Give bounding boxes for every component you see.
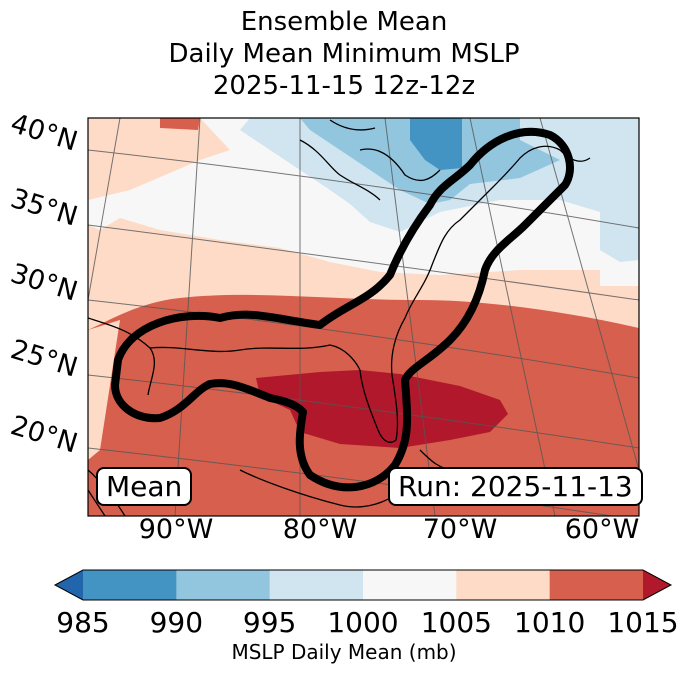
colorbar-label: MSLP Daily Mean (mb) — [231, 640, 457, 664]
graticule — [88, 118, 639, 516]
map-frame — [87, 117, 640, 517]
colorbar-extend-low — [55, 570, 83, 600]
colorbar-extend-high — [643, 570, 671, 600]
colorbar-tick-label: 1015 — [607, 606, 679, 639]
colorbar-tick-label: 990 — [149, 606, 204, 639]
colorbar-segment — [456, 570, 551, 600]
colorbar-segment — [269, 570, 364, 600]
colorbar-segment — [176, 570, 271, 600]
colorbar-segment — [549, 570, 644, 600]
field-985-990 — [410, 118, 462, 170]
title-line-2: Daily Mean Minimum MSLP — [168, 39, 520, 69]
lon-label-60w: 60°W — [564, 514, 640, 545]
colorbar-tick-label: 985 — [56, 606, 110, 639]
ensemble-contour — [111, 127, 574, 492]
colorbar-outline — [53, 569, 673, 601]
lon-label-90w: 90°W — [138, 514, 214, 545]
colorbar-tick-label: 1010 — [514, 606, 586, 639]
title-line-3: 2025-11-15 12z-12z — [212, 71, 476, 101]
lon-label-70w: 70°W — [422, 514, 498, 545]
mean-box: Mean — [96, 467, 193, 506]
run-date-box: Run: 2025-11-13 — [388, 467, 643, 506]
colorbar — [53, 569, 673, 601]
colorbar-tick-label: 1000 — [327, 606, 399, 639]
title-line-1: Ensemble Mean — [240, 7, 448, 37]
colorbar-segment — [363, 570, 457, 600]
colorbar-tick-label: 1005 — [420, 606, 492, 639]
field-above-1015 — [256, 370, 508, 448]
map-panel — [87, 117, 640, 517]
lon-label-80w: 80°W — [282, 514, 358, 545]
colorbar-tick-label: 995 — [242, 606, 297, 639]
colorbar-segment — [83, 570, 177, 600]
